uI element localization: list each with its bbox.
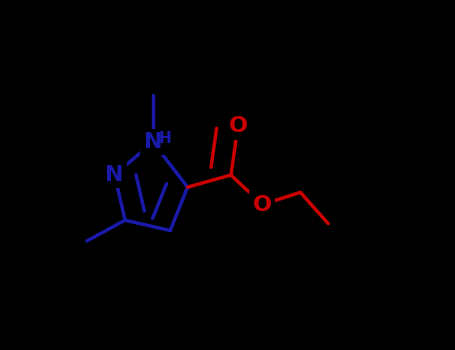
Text: O: O	[228, 117, 248, 136]
Text: N: N	[106, 165, 124, 185]
Text: H: H	[159, 131, 172, 146]
Text: O: O	[253, 195, 272, 215]
Text: N: N	[144, 132, 162, 152]
